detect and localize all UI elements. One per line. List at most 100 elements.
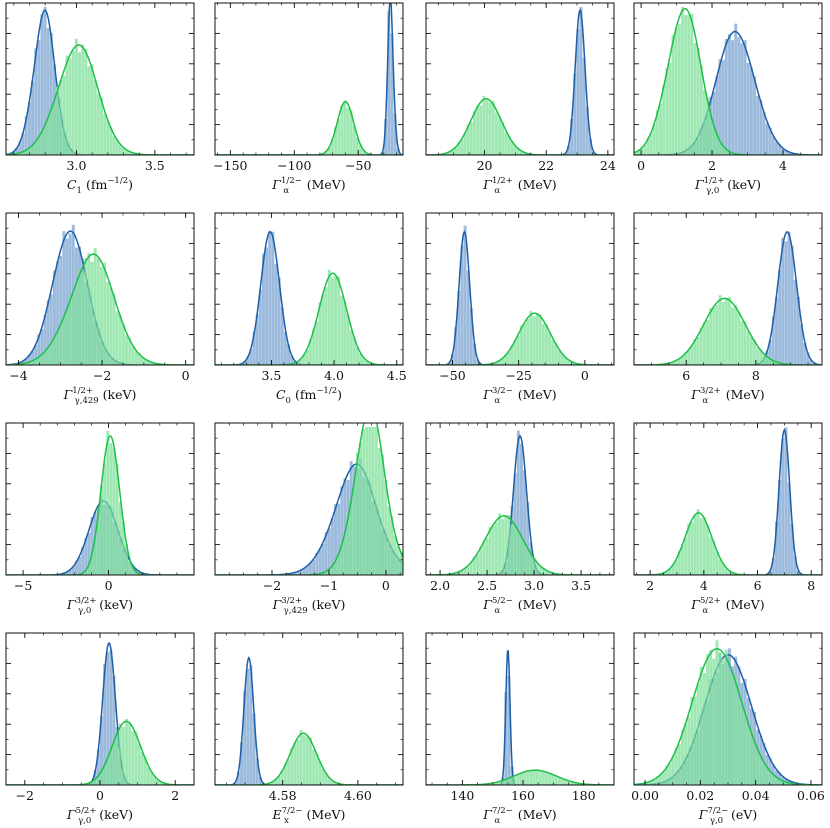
- hist-bar: [334, 504, 337, 575]
- hist-bar: [646, 137, 650, 155]
- panel-8: 6 8 Γ3/2+ α (MeV): [633, 212, 823, 406]
- hist-bar: [100, 97, 103, 155]
- hist-bar: [84, 258, 88, 365]
- series-green: [426, 513, 614, 575]
- hist-bar: [721, 146, 725, 155]
- hist-bar: [49, 106, 53, 155]
- hist-bar: [115, 463, 119, 575]
- x-axis-label: Γ5/2− α (MeV): [482, 596, 556, 616]
- hist-bar: [84, 538, 88, 575]
- hist-bar: [283, 331, 287, 365]
- hist-bar: [324, 772, 328, 785]
- hist-bar: [510, 344, 514, 365]
- hist-bar: [43, 7, 47, 155]
- hist-bar: [771, 557, 775, 575]
- hist-bar: [90, 516, 94, 575]
- hist-bar: [665, 765, 669, 785]
- hist-bar: [81, 547, 85, 575]
- hist-bar: [532, 557, 536, 575]
- hist-bar: [765, 766, 769, 785]
- hist-bar: [762, 763, 766, 785]
- hist-bar: [59, 321, 63, 365]
- hist-bar: [545, 570, 548, 575]
- hist-bar: [640, 147, 644, 155]
- hist-bar: [374, 427, 378, 575]
- hist-bar: [771, 316, 775, 365]
- hist-bar: [674, 560, 678, 575]
- series-blue: [426, 225, 614, 365]
- hist-bar: [781, 237, 785, 365]
- hist-bar: [756, 347, 760, 365]
- hist-bar: [240, 742, 243, 785]
- hist-bar: [460, 245, 464, 365]
- hist-bar: [526, 502, 530, 575]
- hist-bar: [529, 770, 533, 785]
- hist-bar: [684, 15, 688, 155]
- hist-bar: [131, 566, 135, 575]
- hist-bar: [321, 769, 325, 785]
- hist-bar: [671, 564, 675, 575]
- series-green: [634, 640, 822, 785]
- hist-bar: [476, 359, 480, 365]
- hist-bar: [356, 347, 359, 365]
- hist-bar: [27, 148, 31, 155]
- hist-bar: [457, 142, 461, 155]
- hist-bar: [588, 138, 592, 155]
- hist-bar: [334, 126, 337, 155]
- hist-bar: [548, 571, 552, 575]
- hist-bar: [68, 569, 72, 575]
- hist-bar: [125, 335, 128, 365]
- hist-bar: [246, 356, 250, 365]
- hist-bar: [652, 124, 656, 155]
- hist-bar: [510, 776, 514, 785]
- hist-bar: [93, 778, 97, 785]
- hist-bar: [109, 746, 113, 785]
- hist-bar: [24, 115, 28, 155]
- hist-bar: [396, 148, 400, 155]
- hist-bar: [252, 331, 256, 365]
- hist-bar: [324, 151, 328, 155]
- hist-bar: [690, 345, 694, 365]
- hist-bar: [296, 739, 300, 785]
- hist-bar: [334, 782, 337, 785]
- panel-6: 3.5 4.0 4.5 C0 (fm−1/2): [214, 212, 407, 406]
- x-tick-label: 0: [96, 788, 104, 803]
- hist-bar: [498, 513, 501, 575]
- kde-line-blue: [215, 3, 403, 155]
- hist-bar: [115, 139, 119, 155]
- hist-bar: [381, 454, 384, 575]
- kde-line-green: [426, 312, 614, 365]
- hist-bar: [393, 535, 397, 575]
- kde-line-blue: [426, 434, 614, 575]
- kde-line-blue: [426, 230, 614, 365]
- hist-bar: [649, 132, 653, 155]
- hist-bar: [368, 362, 372, 365]
- hist-bar: [277, 775, 281, 785]
- hist-bar: [526, 318, 530, 365]
- hist-bar: [469, 561, 473, 575]
- series-blue: [426, 7, 614, 155]
- hist-bar: [768, 770, 772, 785]
- kde-line-green: [634, 7, 822, 155]
- hist-bar: [507, 778, 511, 785]
- hist-bar: [447, 151, 451, 155]
- hist-bar: [665, 571, 669, 575]
- x-tick-label: −5: [14, 578, 32, 593]
- hist-bar: [327, 147, 331, 155]
- panel-13: −2 0 2 Γ5/2+ γ,0 (keV): [5, 632, 195, 826]
- hist-bar: [712, 127, 716, 155]
- hist-bar: [784, 150, 788, 155]
- hist-bar: [724, 298, 728, 365]
- hist-bar: [271, 781, 275, 785]
- hist-bar: [84, 48, 88, 155]
- hist-bar: [454, 327, 458, 365]
- hist-bar: [567, 146, 570, 155]
- x-axis-label: Γ3/2+ α (MeV): [690, 386, 764, 406]
- hist-bar: [74, 560, 78, 575]
- hist-bar: [340, 486, 344, 575]
- hist-bar: [346, 314, 350, 365]
- hist-bar: [507, 515, 511, 575]
- hist-bar: [485, 538, 489, 575]
- hist-bar: [21, 133, 25, 155]
